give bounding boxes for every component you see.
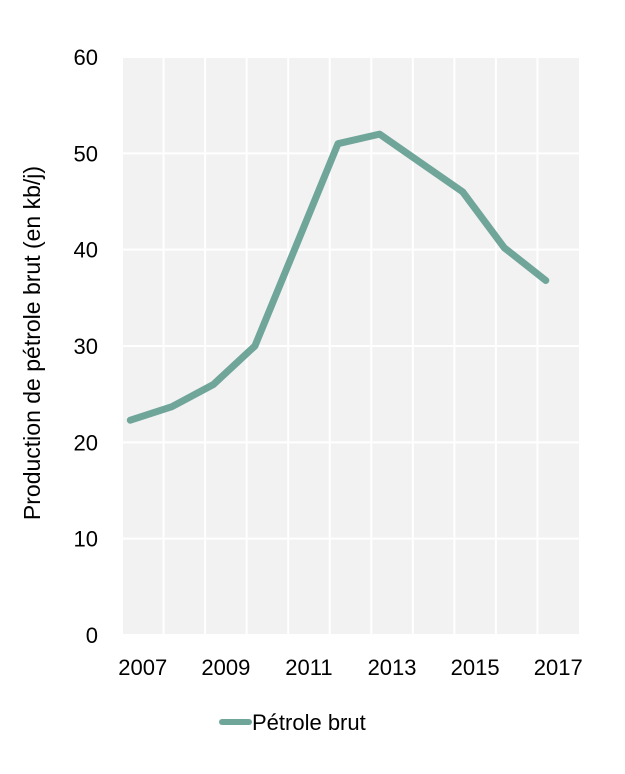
x-tick-label: 2013 xyxy=(368,655,417,680)
y-tick-label: 10 xyxy=(74,527,98,552)
y-tick-label: 60 xyxy=(74,45,98,70)
legend: Pétrole brut xyxy=(219,710,366,735)
x-tick-label: 2009 xyxy=(201,655,250,680)
x-tick-label: 2015 xyxy=(451,655,500,680)
x-tick-label: 2017 xyxy=(534,655,583,680)
series-line xyxy=(126,130,550,424)
y-tick-labels: 0 10 20 30 40 50 60 xyxy=(74,45,98,648)
x-tick-labels: 2007 2009 2011 2013 2015 2017 xyxy=(118,655,582,680)
legend-label: Pétrole brut xyxy=(252,710,366,735)
y-tick-label: 0 xyxy=(86,623,98,648)
x-tick-label: 2011 xyxy=(285,655,332,680)
series-lines xyxy=(126,130,550,424)
y-tick-label: 30 xyxy=(74,334,98,359)
y-axis-title: Production de pétrole brut (en kb/j) xyxy=(19,166,45,520)
y-tick-label: 20 xyxy=(74,430,98,455)
y-tick-label: 40 xyxy=(74,238,98,263)
x-tick-label: 2007 xyxy=(118,655,167,680)
y-tick-label: 50 xyxy=(74,141,98,166)
